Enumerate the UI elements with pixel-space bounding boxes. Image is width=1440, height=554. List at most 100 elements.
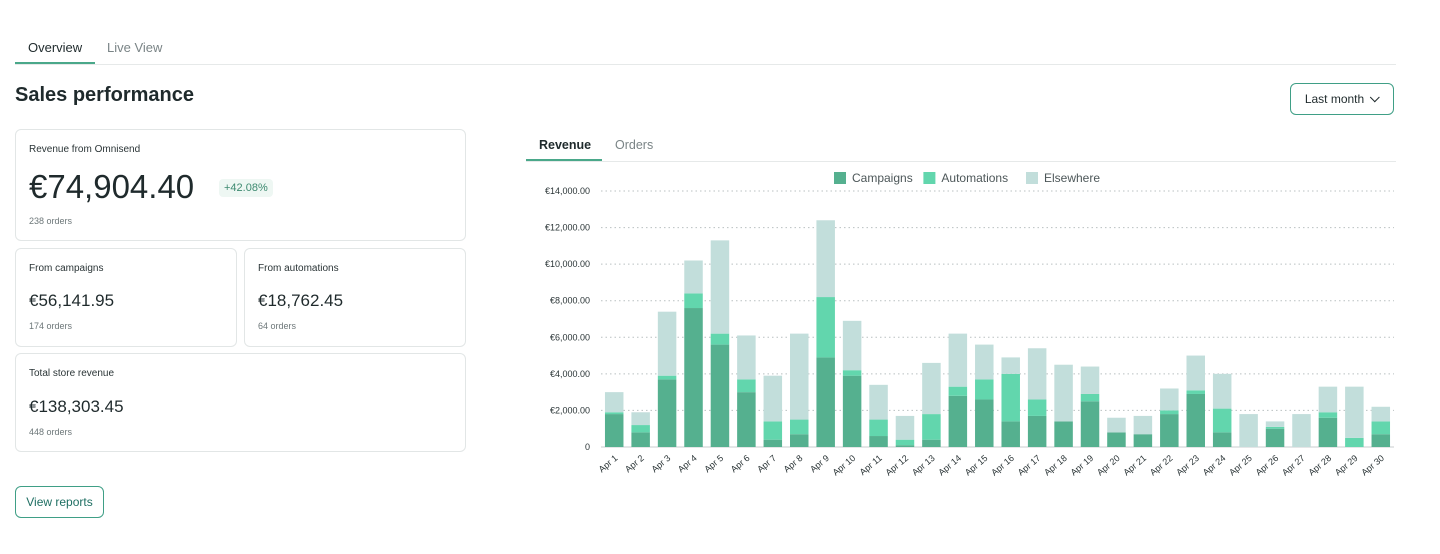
y-tick-label: €6,000.00	[550, 332, 590, 342]
bar-automations-apr-4	[684, 293, 703, 309]
bar-campaigns-apr-4	[684, 308, 703, 447]
revenue-orders: 238 orders	[29, 216, 73, 226]
bar-elsewhere-apr-7	[763, 375, 783, 422]
y-tick-label: €12,000.00	[545, 223, 590, 233]
legend-label-automations: Automations	[941, 171, 1008, 185]
bar-elsewhere-apr-2	[631, 412, 650, 426]
bar-elsewhere-apr-18	[1054, 364, 1073, 422]
bar-automations-apr-11	[869, 419, 888, 437]
bar-campaigns-apr-12	[895, 445, 915, 447]
bar-campaigns-apr-3	[657, 379, 677, 447]
chart-tab-active-indicator	[526, 159, 602, 161]
tab-overview[interactable]: Overview	[28, 40, 83, 55]
x-tick-label: Apr 20	[1095, 453, 1122, 478]
x-tick-label: Apr 15	[963, 453, 990, 478]
campaigns-label: From campaigns	[29, 263, 104, 274]
x-tick-label: Apr 12	[884, 453, 911, 478]
legend-swatch-campaigns	[834, 172, 846, 184]
chart-tab-orders[interactable]: Orders	[615, 138, 654, 152]
total-revenue-card: Total store revenue €138,303.45 448 orde…	[15, 353, 466, 452]
bar-elsewhere-apr-13	[922, 362, 941, 415]
bar-automations-apr-26	[1265, 426, 1285, 429]
bar-automations-apr-5	[710, 333, 730, 345]
x-tick-label: Apr 13	[910, 453, 937, 478]
bar-elsewhere-apr-25	[1239, 414, 1258, 447]
x-tick-label: Apr 22	[1148, 453, 1175, 478]
bar-automations-apr-17	[1027, 399, 1047, 416]
revenue-label: Revenue from Omnisend	[29, 144, 141, 155]
y-tick-label: €8,000.00	[550, 296, 590, 306]
x-tick-label: Apr 8	[782, 453, 805, 474]
bar-elsewhere-apr-12	[895, 415, 915, 440]
bar-campaigns-apr-20	[1107, 432, 1126, 447]
x-tick-label: Apr 21	[1121, 453, 1148, 478]
bar-elsewhere-apr-8	[790, 333, 809, 420]
bar-elsewhere-apr-11	[869, 384, 888, 420]
x-tick-label: Apr 17	[1016, 453, 1043, 478]
bar-campaigns-apr-14	[948, 395, 968, 447]
bar-automations-apr-3	[657, 375, 677, 380]
bar-elsewhere-apr-1	[604, 392, 624, 413]
bar-elsewhere-apr-16	[1001, 357, 1020, 374]
bar-automations-apr-24	[1212, 408, 1232, 433]
bar-elsewhere-apr-21	[1133, 415, 1153, 435]
bar-automations-apr-22	[1160, 410, 1179, 415]
bar-automations-apr-30	[1371, 421, 1391, 435]
x-tick-label: Apr 1	[597, 453, 620, 474]
tab-active-indicator	[15, 62, 95, 64]
bar-elsewhere-apr-6	[737, 335, 756, 380]
bar-automations-apr-14	[948, 386, 968, 396]
total-label: Total store revenue	[29, 368, 115, 379]
bar-campaigns-apr-9	[816, 357, 835, 447]
bar-elsewhere-apr-5	[710, 240, 730, 334]
y-tick-label: €2,000.00	[550, 405, 590, 415]
x-tick-label: Apr 26	[1254, 453, 1281, 478]
x-tick-label: Apr 9	[808, 453, 831, 474]
x-tick-label: Apr 29	[1333, 453, 1360, 478]
x-tick-label: Apr 28	[1306, 453, 1333, 478]
bar-campaigns-apr-16	[1001, 421, 1020, 447]
x-tick-label: Apr 18	[1042, 453, 1069, 478]
bar-automations-apr-23	[1186, 390, 1205, 394]
bar-campaigns-apr-15	[975, 399, 994, 447]
bar-campaigns-apr-21	[1133, 434, 1153, 447]
bar-elsewhere-apr-24	[1212, 373, 1232, 409]
revenue-card: Revenue from Omnisend €74,904.40 +42.08%…	[15, 129, 466, 241]
total-orders: 448 orders	[29, 427, 73, 437]
bar-campaigns-apr-1	[604, 414, 624, 447]
x-tick-label: Apr 4	[676, 453, 699, 474]
page-title: Sales performance	[15, 84, 194, 106]
legend-swatch-automations	[923, 172, 936, 184]
bar-campaigns-apr-5	[710, 344, 730, 447]
view-reports-button[interactable]: View reports	[15, 486, 104, 518]
bar-automations-apr-6	[737, 379, 756, 393]
y-tick-label: €10,000.00	[545, 259, 590, 269]
period-select[interactable]: Last month	[1290, 83, 1394, 115]
bar-campaigns-apr-24	[1212, 432, 1232, 447]
tab-live-view[interactable]: Live View	[107, 40, 163, 55]
bar-campaigns-apr-19	[1080, 401, 1100, 447]
chart-tab-revenue[interactable]: Revenue	[539, 138, 592, 152]
automations-orders: 64 orders	[258, 321, 297, 331]
x-tick-label: Apr 24	[1201, 453, 1228, 478]
bar-automations-apr-28	[1318, 412, 1338, 418]
bar-elsewhere-apr-15	[975, 344, 994, 380]
x-tick-label: Apr 10	[831, 453, 858, 478]
bar-automations-apr-12	[895, 439, 915, 446]
legend-label-campaigns: Campaigns	[852, 171, 913, 185]
bar-elsewhere-apr-14	[948, 333, 968, 387]
campaigns-orders: 174 orders	[29, 321, 73, 331]
x-tick-label: Apr 23	[1174, 453, 1201, 478]
x-tick-label: Apr 25	[1227, 453, 1254, 478]
x-tick-label: Apr 3	[649, 453, 672, 474]
bar-campaigns-apr-10	[842, 375, 862, 447]
change-badge: +42.08%	[219, 179, 273, 197]
bar-elsewhere-apr-26	[1265, 421, 1285, 427]
bar-elsewhere-apr-29	[1345, 386, 1364, 438]
chart-tabs: Revenue Orders	[526, 133, 1396, 162]
bar-campaigns-apr-30	[1371, 434, 1391, 447]
automations-card: From automations €18,762.45 64 orders	[244, 248, 466, 347]
x-tick-label: Apr 5	[702, 453, 725, 474]
bar-elsewhere-apr-23	[1186, 355, 1205, 391]
bar-campaigns-apr-2	[631, 432, 650, 447]
